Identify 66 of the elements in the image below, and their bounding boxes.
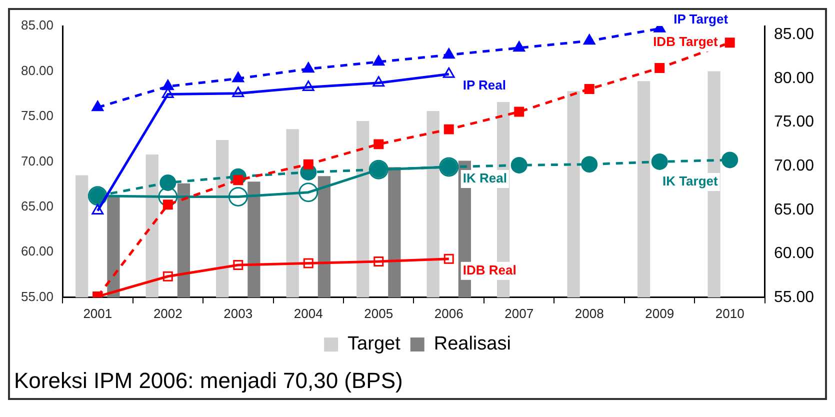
y2-tick-label: 85.00	[774, 26, 814, 44]
point	[654, 63, 665, 74]
point	[162, 271, 173, 282]
x-tick-label: 2006	[434, 306, 464, 321]
point	[302, 80, 314, 92]
point	[584, 84, 594, 94]
y-tick-label: 80.00	[20, 62, 54, 78]
point	[374, 256, 384, 266]
y-tick-label: 75.00	[20, 108, 54, 124]
legend-label: Realisasi	[434, 334, 511, 355]
point	[92, 100, 104, 112]
series-label: IDB Real	[462, 262, 516, 278]
point	[232, 72, 244, 82]
x-tick-label: 2005	[364, 306, 394, 321]
point	[442, 67, 455, 78]
point	[581, 156, 598, 173]
point	[444, 254, 454, 264]
point	[514, 106, 524, 117]
point	[162, 80, 174, 90]
series-label: IP Real	[462, 78, 506, 93]
y2-tick-label: 80.00	[774, 70, 814, 87]
point	[160, 174, 176, 191]
x-tick-label: 2002	[153, 306, 182, 321]
y2-tick-label: 55.00	[774, 288, 814, 306]
point	[228, 186, 248, 206]
point	[651, 153, 668, 170]
legend-label: Target	[348, 334, 402, 355]
series-label: IDB Target	[653, 34, 719, 50]
point	[513, 41, 526, 52]
y-tick-label: 85.00	[20, 18, 54, 33]
point	[302, 62, 314, 73]
y2-tick-label: 60.00	[774, 245, 814, 262]
point	[372, 55, 385, 66]
point	[303, 258, 314, 268]
y2-tick-label: 65.00	[774, 201, 814, 218]
point	[724, 38, 735, 48]
point	[442, 48, 455, 59]
y2-tick-label: 70.00	[774, 157, 814, 174]
y2-tick-label: 75.00	[774, 114, 814, 131]
series-label: IK Target	[662, 174, 719, 189]
point	[583, 34, 596, 45]
x-tick-label: 2001	[83, 306, 112, 321]
point	[372, 76, 385, 87]
point	[232, 86, 244, 98]
series-label: IP Target	[674, 12, 729, 27]
point	[298, 182, 318, 202]
x-tick-label: 2003	[224, 306, 253, 321]
x-tick-label: 2010	[715, 306, 744, 321]
point	[722, 152, 738, 168]
point	[374, 139, 384, 150]
y-tick-label: 60.00	[20, 244, 54, 259]
text: Koreksi IPM 2006: menjadi 70,30 (BPS)	[13, 368, 404, 395]
point	[510, 156, 528, 174]
x-tick-label: 2008	[574, 306, 604, 321]
y-tick-label: 70.00	[20, 153, 54, 168]
point	[303, 159, 314, 170]
point	[233, 260, 244, 270]
point	[444, 124, 454, 134]
point	[158, 186, 178, 206]
x-tick-label: 2007	[504, 306, 534, 321]
point	[162, 200, 173, 210]
x-tick-label: 2009	[645, 306, 674, 321]
y-tick-label: 65.00	[20, 198, 54, 214]
series-label: IK Real	[462, 170, 507, 186]
x-tick-label: 2004	[294, 306, 323, 321]
y-tick-label: 55.00	[20, 288, 54, 304]
